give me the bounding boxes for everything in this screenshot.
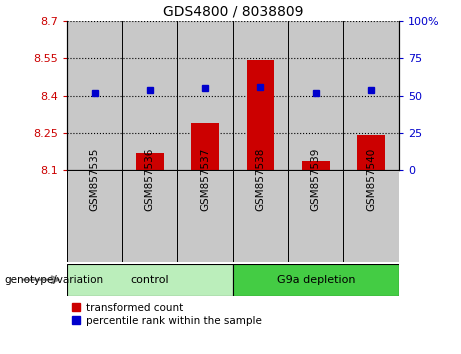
Bar xyxy=(136,153,164,170)
FancyBboxPatch shape xyxy=(288,170,343,262)
Bar xyxy=(343,21,399,170)
Text: GSM857536: GSM857536 xyxy=(145,148,155,211)
Text: GSM857540: GSM857540 xyxy=(366,148,376,211)
FancyBboxPatch shape xyxy=(67,264,233,296)
Text: GSM857537: GSM857537 xyxy=(200,148,210,211)
Title: GDS4800 / 8038809: GDS4800 / 8038809 xyxy=(163,5,303,19)
Bar xyxy=(122,21,177,170)
Bar xyxy=(302,160,330,170)
Text: GSM857538: GSM857538 xyxy=(255,148,266,211)
Text: GSM857535: GSM857535 xyxy=(89,148,100,211)
Text: control: control xyxy=(130,275,169,285)
Bar xyxy=(357,135,385,170)
Bar xyxy=(247,59,274,170)
Bar xyxy=(177,21,233,170)
FancyBboxPatch shape xyxy=(177,170,233,262)
FancyBboxPatch shape xyxy=(67,170,122,262)
Text: G9a depletion: G9a depletion xyxy=(277,275,355,285)
Legend: transformed count, percentile rank within the sample: transformed count, percentile rank withi… xyxy=(72,303,261,326)
FancyBboxPatch shape xyxy=(122,170,177,262)
FancyBboxPatch shape xyxy=(233,170,288,262)
Text: GSM857539: GSM857539 xyxy=(311,148,321,211)
Bar xyxy=(67,21,122,170)
FancyBboxPatch shape xyxy=(343,170,399,262)
Text: genotype/variation: genotype/variation xyxy=(5,275,104,285)
Bar xyxy=(191,123,219,170)
Bar xyxy=(288,21,343,170)
FancyBboxPatch shape xyxy=(233,264,399,296)
Bar xyxy=(233,21,288,170)
